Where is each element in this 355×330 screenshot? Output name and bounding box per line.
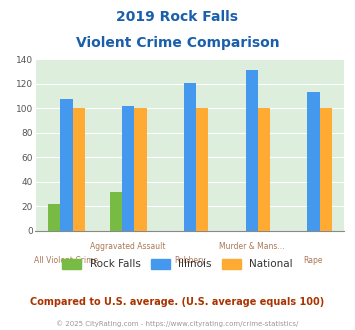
Text: Compared to U.S. average. (U.S. average equals 100): Compared to U.S. average. (U.S. average … bbox=[31, 297, 324, 307]
Bar bbox=[307, 92, 320, 231]
Bar bbox=[320, 109, 332, 231]
Bar bbox=[60, 99, 72, 231]
Bar bbox=[72, 109, 85, 231]
Bar bbox=[110, 192, 122, 231]
Bar bbox=[184, 83, 196, 231]
Text: 2019 Rock Falls: 2019 Rock Falls bbox=[116, 10, 239, 24]
Bar bbox=[196, 109, 208, 231]
Bar bbox=[258, 109, 270, 231]
Text: All Violent Crime: All Violent Crime bbox=[34, 256, 98, 265]
Bar bbox=[246, 70, 258, 231]
Legend: Rock Falls, Illinois, National: Rock Falls, Illinois, National bbox=[58, 255, 297, 274]
Text: © 2025 CityRating.com - https://www.cityrating.com/crime-statistics/: © 2025 CityRating.com - https://www.city… bbox=[56, 320, 299, 327]
Bar bbox=[48, 204, 60, 231]
Text: Violent Crime Comparison: Violent Crime Comparison bbox=[76, 36, 279, 50]
Text: Aggravated Assault: Aggravated Assault bbox=[91, 242, 166, 251]
Text: Robbery: Robbery bbox=[174, 256, 206, 265]
Bar bbox=[122, 106, 134, 231]
Text: Rape: Rape bbox=[304, 256, 323, 265]
Bar bbox=[134, 109, 147, 231]
Text: Murder & Mans...: Murder & Mans... bbox=[219, 242, 284, 251]
